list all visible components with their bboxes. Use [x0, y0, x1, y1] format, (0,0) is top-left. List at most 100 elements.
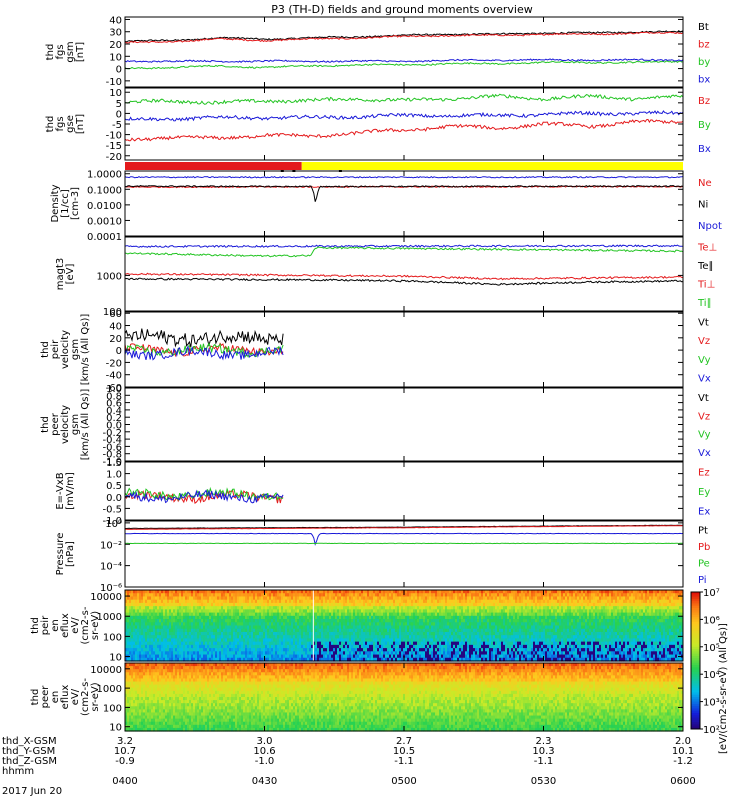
fgs-gsm-legend-by: by [698, 57, 710, 68]
ephemeris-value-0-3: 2.3 [536, 736, 552, 747]
pressure-series-Pb [124, 525, 683, 530]
fgs-gsm-ytick-label-2: 20 [109, 40, 122, 51]
peir-eflux-ylabel-line-2: en [50, 619, 61, 632]
peer-velocity-ylabel-line-0: thd [40, 416, 51, 433]
peir-velocity-legend-Vz: Vz [698, 336, 710, 347]
peir-eflux-ytick-label-0: 10000 [90, 592, 122, 603]
density-ytick-label-1: 0.1000 [87, 185, 122, 196]
colorbar-tick-label-3: 10⁴ [703, 670, 720, 681]
peer-velocity-legend-Vz: Vz [698, 411, 710, 422]
peer-velocity-ytick-label-4: 0.2 [106, 413, 122, 424]
peer-velocity-legend-Vt: Vt [698, 393, 709, 404]
time-tick-label-0: 0400 [112, 776, 137, 787]
density-frame [124, 170, 684, 237]
peir-eflux-ytick-label-2: 100 [103, 632, 122, 643]
ephemeris-value-0-4: 2.0 [675, 736, 691, 747]
peer-eflux-ytick-label-2: 100 [103, 703, 122, 714]
pressure-series-Pi [124, 532, 684, 546]
time-tick-label-3: 0530 [531, 776, 556, 787]
temperature-ytick-label-0: 1000 [97, 271, 122, 282]
colorbar-tick-label-2: 10⁵ [703, 643, 720, 654]
efield-ytick-label-4: -0.5 [102, 504, 122, 515]
pressure-ytick-label-0: 10⁰ [105, 519, 122, 530]
peer-velocity-ylabel-line-4: [km/s (All Qs)] [80, 389, 91, 461]
fgs-gsm-legend-Bt: Bt [698, 22, 709, 33]
fgs-gse-ytick-label-4: -10 [106, 131, 122, 142]
peir-velocity-ytick-label-3: 0 [116, 346, 122, 357]
ephemeris-value-0-0: 3.2 [117, 736, 133, 747]
peer-velocity-ylabel-line-1: peer [50, 412, 61, 436]
pressure-frame [124, 520, 684, 588]
peir-velocity-ytick-label-2: 20 [109, 334, 122, 345]
pressure-ytick-label-2: 10⁻⁴ [100, 562, 122, 573]
fgs-gse-ylabel-line-1: fgs [55, 116, 66, 131]
ephemeris-label-1: thd_Y-GSM [2, 746, 55, 757]
colorbar-tick-label-1: 10⁶ [703, 615, 720, 626]
temperature-ylabel-line-0: magt3 [55, 258, 66, 291]
temperature-series-Ti⊥ [124, 272, 684, 281]
fgs-gsm-series-by [124, 60, 684, 70]
date-label: 2017 Jun 20 [2, 786, 62, 797]
fgs-gsm-ytick-label-5: -10 [106, 77, 122, 88]
fgs-gse-series-By [124, 110, 684, 122]
fgs-gsm-legend-bx: bx [698, 74, 710, 85]
density-ytick-label-4: 0.0001 [87, 232, 122, 243]
peer-velocity-legend-Vy: Vy [698, 430, 711, 441]
fgs-gsm-legend-bz: bz [698, 39, 710, 50]
time-tick-label-1: 0430 [252, 776, 277, 787]
peer-velocity-frame [124, 387, 684, 462]
ephemeris-value-2-3: -1.1 [534, 756, 554, 767]
peir-velocity-ytick-label-0: 60 [109, 309, 122, 320]
peer-velocity-ytick-label-1: 0.8 [106, 391, 122, 402]
peir-velocity-series-Vt [124, 328, 284, 348]
efield-ylabel-line-1: [mV/m] [65, 472, 76, 510]
ephemeris-label-3: hhmm [2, 766, 34, 777]
ephemeris-value-0-1: 3.0 [257, 736, 273, 747]
pressure-legend-Pb: Pb [698, 542, 710, 553]
ephemeris-label-0: thd_X-GSM [2, 736, 57, 747]
peer-velocity-ytick-label-10: -1.0 [102, 457, 122, 468]
peer-velocity-ytick-label-3: 0.4 [106, 406, 122, 417]
density-ylabel-line-1: [1/cc] [60, 189, 71, 218]
efield-ytick-label-5: -1.0 [102, 516, 122, 527]
density-ytick-label-3: 0.0010 [87, 216, 122, 227]
time-tick-label-4: 0600 [670, 776, 695, 787]
efield-legend-Ez: Ez [698, 468, 710, 479]
colorbar-tick-label-4: 10³ [703, 698, 720, 709]
peer-eflux-ylabel-line-5: (cm2-s- [80, 678, 91, 716]
peer-velocity-ytick-label-6: -0.2 [102, 428, 122, 439]
peer-velocity-ylabel-line-3: gsm [70, 414, 81, 435]
mode-segment-1 [301, 162, 683, 170]
temperature-legend-Te∥: Te∥ [697, 261, 714, 272]
peer-eflux-ytick-label-1: 1000 [97, 684, 122, 695]
peir-velocity-ylabel-line-3: gsm [70, 339, 81, 360]
efield-ytick-label-3: 0.0 [106, 493, 122, 504]
peer-eflux-ytick-label-3: 10 [109, 723, 122, 734]
density-ytick-label-2: 0.0100 [87, 201, 122, 212]
fgs-gse-legend-Bx: Bx [698, 144, 711, 155]
pressure-ytick-label-3: 10⁻⁶ [100, 583, 122, 594]
ephemeris-value-2-2: -1.1 [394, 756, 414, 767]
ephemeris-value-1-1: 10.6 [253, 746, 275, 757]
peer-eflux-ylabel-line-6: sr-eV) [90, 682, 101, 711]
peer-velocity-ytick-label-5: 0.0 [106, 421, 122, 432]
fgs-gse-legend-By: By [698, 120, 711, 131]
fgs-gsm-ytick-label-4: 0 [116, 65, 122, 76]
ephemeris-value-1-2: 10.5 [393, 746, 415, 757]
fgs-gse-ytick-label-3: -5 [112, 120, 122, 131]
ephemeris-value-2-4: -1.2 [673, 756, 693, 767]
efield-series-Ez [124, 489, 284, 504]
efield-ylabel-line-0: E=-VxB [55, 472, 66, 509]
efield-series-Ex [124, 489, 284, 504]
fgs-gse-series-Bz [124, 93, 684, 105]
density-ytick-label-0: 1.0000 [87, 170, 122, 181]
peir-velocity-legend-Vy: Vy [698, 355, 711, 366]
peer-velocity-ytick-label-0: 1.0 [106, 384, 122, 395]
peir-eflux-ytick-label-3: 10 [109, 653, 122, 664]
ephemeris-label-2: thd_Z-GSM [2, 756, 57, 767]
plot-title: P3 (TH-D) fields and ground moments over… [271, 3, 533, 16]
peir-velocity-ytick-label-6: -60 [106, 383, 122, 394]
temperature-series-Te⊥ [124, 244, 684, 248]
peer-eflux-ylabel-line-0: thd [30, 689, 41, 706]
